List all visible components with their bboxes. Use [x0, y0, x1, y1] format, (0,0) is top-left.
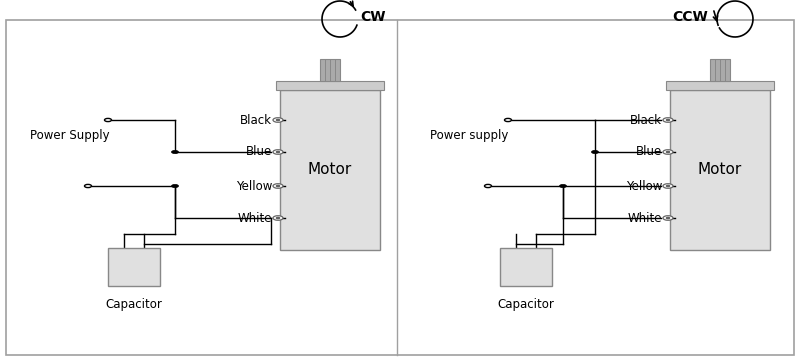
Bar — [108, 248, 160, 286]
Circle shape — [666, 217, 670, 219]
Circle shape — [559, 185, 566, 187]
Circle shape — [171, 150, 178, 154]
Bar — [280, 90, 380, 250]
Circle shape — [105, 118, 111, 122]
Text: Black: Black — [240, 114, 272, 127]
Circle shape — [171, 185, 178, 187]
Bar — [500, 248, 552, 286]
Text: CCW: CCW — [672, 10, 708, 24]
Bar — [670, 90, 770, 250]
Circle shape — [485, 185, 491, 187]
Circle shape — [276, 119, 280, 121]
Circle shape — [276, 185, 280, 187]
Text: White: White — [627, 211, 662, 225]
Text: Motor: Motor — [698, 162, 742, 178]
Text: Yellow: Yellow — [236, 179, 272, 193]
Circle shape — [273, 216, 283, 220]
Text: Motor: Motor — [308, 162, 352, 178]
Circle shape — [85, 185, 91, 187]
Circle shape — [276, 217, 280, 219]
Circle shape — [666, 119, 670, 121]
Text: Yellow: Yellow — [626, 179, 662, 193]
Text: Blue: Blue — [246, 146, 272, 158]
Text: Blue: Blue — [636, 146, 662, 158]
Text: Capacitor: Capacitor — [106, 298, 162, 311]
Circle shape — [273, 150, 283, 154]
Circle shape — [666, 185, 670, 187]
Circle shape — [591, 150, 598, 154]
Text: Capacitor: Capacitor — [498, 298, 554, 311]
Bar — [276, 81, 384, 90]
Text: Power supply: Power supply — [430, 130, 508, 142]
Text: White: White — [238, 211, 272, 225]
Bar — [666, 81, 774, 90]
Circle shape — [505, 118, 511, 122]
Circle shape — [276, 151, 280, 153]
Text: Black: Black — [630, 114, 662, 127]
Text: Power Supply: Power Supply — [30, 130, 110, 142]
Bar — [710, 59, 730, 81]
Circle shape — [666, 151, 670, 153]
Circle shape — [663, 184, 673, 188]
Circle shape — [663, 216, 673, 220]
Bar — [320, 59, 340, 81]
Circle shape — [273, 118, 283, 122]
Circle shape — [273, 184, 283, 188]
Circle shape — [663, 118, 673, 122]
Text: CW: CW — [360, 10, 386, 24]
Circle shape — [663, 150, 673, 154]
